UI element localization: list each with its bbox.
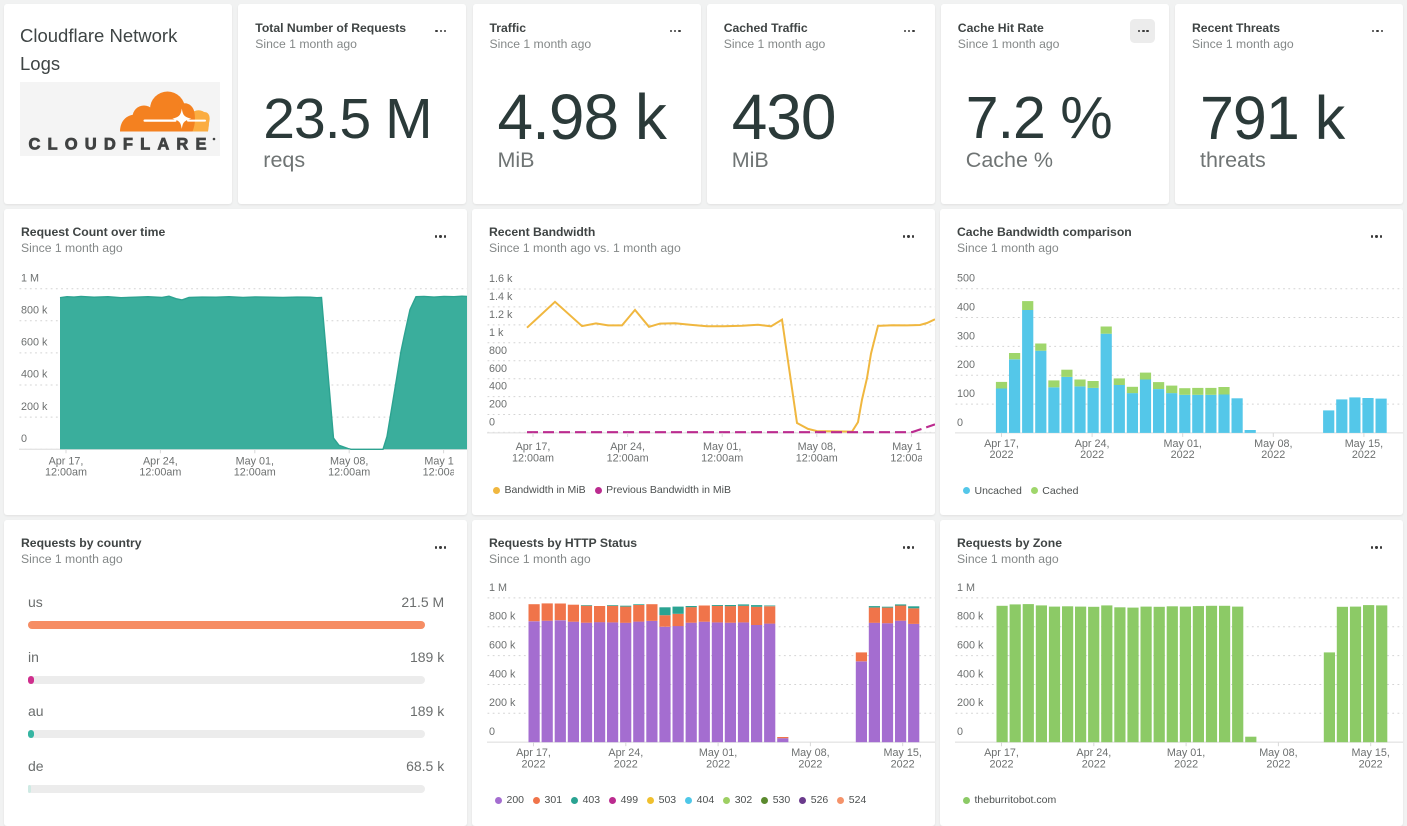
svg-text:2022: 2022	[989, 758, 1013, 770]
svg-text:400: 400	[489, 380, 507, 392]
svg-text:200 k: 200 k	[489, 697, 516, 709]
svg-text:2022: 2022	[521, 758, 545, 770]
svg-text:2022: 2022	[989, 449, 1013, 461]
svg-text:200: 200	[489, 398, 507, 410]
svg-text:CLOUDFLARE: CLOUDFLARE	[29, 136, 210, 154]
svg-text:May 15,: May 15,	[883, 747, 921, 759]
svg-text:200 k: 200 k	[957, 697, 984, 709]
svg-text:400: 400	[957, 301, 975, 313]
svg-text:1 M: 1 M	[489, 581, 507, 593]
svg-text:May 08,: May 08,	[798, 441, 836, 453]
svg-text:2022: 2022	[1080, 449, 1104, 461]
svg-text:May 01,: May 01,	[236, 455, 274, 467]
svg-text:2022: 2022	[614, 758, 638, 770]
svg-text:May 01,: May 01,	[1167, 747, 1205, 759]
svg-text:400 k: 400 k	[21, 368, 48, 380]
svg-text:1.6 k: 1.6 k	[489, 273, 513, 285]
svg-text:12:00am: 12:00am	[328, 466, 370, 478]
svg-text:Apr 17,: Apr 17,	[516, 441, 551, 453]
svg-text:800: 800	[489, 344, 507, 356]
svg-text:12:00am: 12:00am	[45, 466, 87, 478]
svg-text:2022: 2022	[798, 758, 822, 770]
svg-text:12:00am: 12:00am	[890, 452, 932, 464]
svg-text:500: 500	[957, 272, 975, 284]
svg-text:1 M: 1 M	[957, 581, 975, 593]
svg-text:2022: 2022	[1261, 449, 1285, 461]
svg-text:1.2 k: 1.2 k	[489, 309, 513, 321]
svg-text:Apr 24,: Apr 24,	[608, 747, 643, 759]
svg-text:Apr 24,: Apr 24,	[1075, 437, 1110, 449]
svg-text:May 01,: May 01,	[699, 747, 737, 759]
svg-text:800 k: 800 k	[21, 304, 48, 316]
svg-text:Apr 17,: Apr 17,	[984, 747, 1019, 759]
svg-text:May 15,: May 15,	[892, 441, 930, 453]
svg-text:1.4 k: 1.4 k	[489, 291, 513, 303]
svg-text:2022: 2022	[706, 758, 730, 770]
svg-text:0: 0	[957, 726, 963, 738]
svg-text:2022: 2022	[1082, 758, 1106, 770]
svg-text:May 15,: May 15,	[1351, 747, 1389, 759]
svg-text:May 08,: May 08,	[330, 455, 368, 467]
svg-text:600 k: 600 k	[489, 639, 516, 651]
svg-text:1 M: 1 M	[21, 272, 39, 284]
svg-text:12:00am: 12:00am	[607, 452, 649, 464]
svg-text:May 08,: May 08,	[791, 747, 829, 759]
svg-text:600 k: 600 k	[957, 639, 984, 651]
svg-text:May 01,: May 01,	[703, 441, 741, 453]
svg-text:0: 0	[21, 432, 27, 444]
svg-text:0: 0	[489, 416, 495, 428]
svg-text:May 08,: May 08,	[1254, 437, 1292, 449]
svg-text:400 k: 400 k	[489, 668, 516, 680]
svg-text:200 k: 200 k	[21, 400, 48, 412]
svg-text:12:00am: 12:00am	[139, 466, 181, 478]
svg-text:Apr 17,: Apr 17,	[49, 455, 84, 467]
svg-text:200: 200	[957, 359, 975, 371]
svg-text:600 k: 600 k	[21, 336, 48, 348]
svg-text:1 k: 1 k	[489, 326, 504, 338]
svg-text:0: 0	[489, 726, 495, 738]
svg-text:0: 0	[957, 416, 963, 428]
svg-text:May 01,: May 01,	[1163, 437, 1201, 449]
svg-text:Apr 24,: Apr 24,	[610, 441, 645, 453]
svg-text:12:00am: 12:00am	[796, 452, 838, 464]
svg-text:300: 300	[957, 330, 975, 342]
svg-text:12:00am: 12:00am	[701, 452, 743, 464]
svg-text:Apr 17,: Apr 17,	[984, 437, 1019, 449]
svg-text:Apr 17,: Apr 17,	[516, 747, 551, 759]
svg-text:May 08,: May 08,	[1259, 747, 1297, 759]
svg-text:400 k: 400 k	[957, 668, 984, 680]
svg-text:2022: 2022	[1171, 449, 1195, 461]
svg-text:2022: 2022	[1352, 449, 1376, 461]
svg-text:600: 600	[489, 362, 507, 374]
svg-text:100: 100	[957, 388, 975, 400]
svg-text:May 15,: May 15,	[1345, 437, 1383, 449]
svg-text:2022: 2022	[1174, 758, 1198, 770]
svg-text:800 k: 800 k	[957, 610, 984, 622]
svg-text:2022: 2022	[1359, 758, 1383, 770]
svg-text:Apr 24,: Apr 24,	[143, 455, 178, 467]
svg-text:2022: 2022	[1266, 758, 1290, 770]
svg-text:2022: 2022	[891, 758, 915, 770]
svg-text:Apr 24,: Apr 24,	[1076, 747, 1111, 759]
svg-text:12:00am: 12:00am	[512, 452, 554, 464]
svg-text:12:00am: 12:00am	[234, 466, 276, 478]
svg-text:May 15,: May 15,	[424, 455, 462, 467]
svg-text:800 k: 800 k	[489, 610, 516, 622]
